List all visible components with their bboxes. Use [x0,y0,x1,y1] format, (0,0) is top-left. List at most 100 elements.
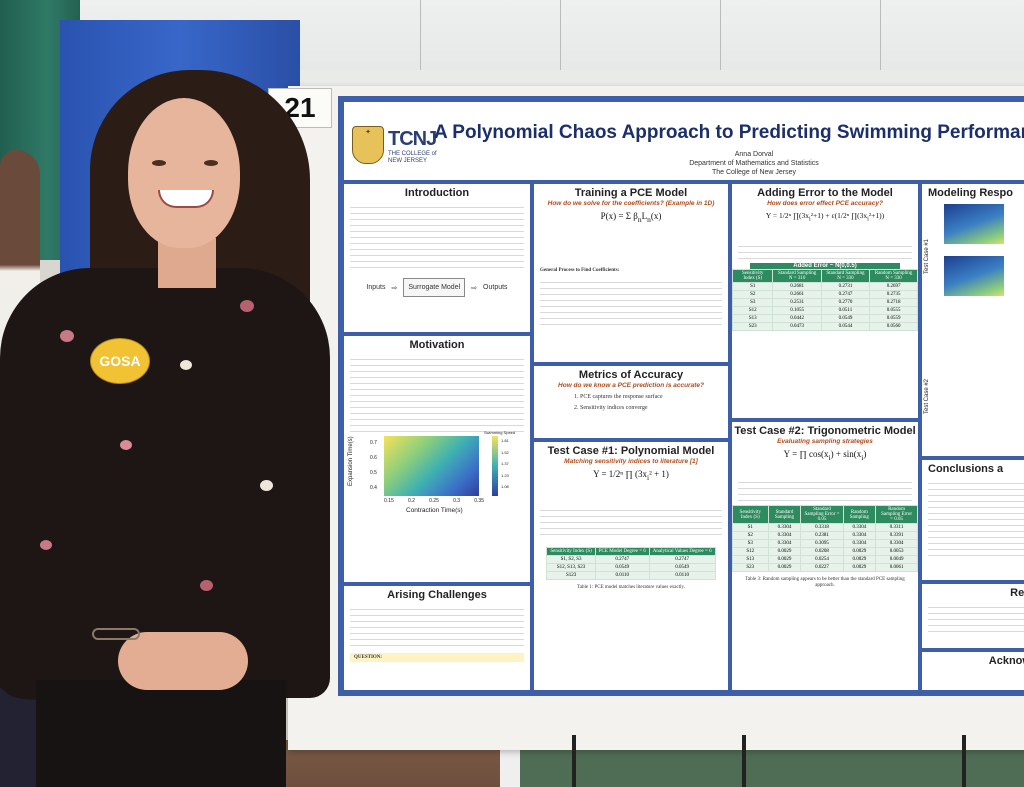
test1-equation: Y = 1/2ⁿ ∏ (3xi² + 1) [593,469,669,482]
table-cell: 0.0559 [869,314,918,323]
table-row: S1, S2, S3 0.2747 0.2747 [546,555,716,564]
flow-inputs: Inputs [366,284,386,291]
presenter-hands [118,632,248,690]
table-cell: 0.2531 [772,298,822,307]
adding-error-panel: Adding Error to the Model How does error… [732,184,918,418]
presenter-face [128,98,240,248]
test1-caption: Table 1: PCE model matches literature va… [577,585,685,590]
x-tick: 0.25 [429,498,439,504]
process-steps [540,277,722,327]
table-row: S12 0.0029 0.0208 0.0029 0.0053 [732,547,918,556]
table-cell: S2 [732,290,774,299]
table-cell: 0.3095 [800,539,844,548]
table-row: S1 0.2681 0.2731 0.2697 [732,282,918,291]
net-line [560,0,561,95]
test2-panel: Test Case #2: Trigonometric Model Evalua… [732,422,918,690]
table-header: Standard Sampling N = 310 [772,269,822,283]
modeling-test1-label: Test Case #1 [924,238,930,274]
test2-equation: Y = ∏ cos(xi) + sin(xi) [783,449,867,462]
table-row: S12 0.1055 0.0511 0.0555 [732,306,918,315]
table-cell: S13 [732,314,774,323]
logo-name: TCNJ [388,128,437,150]
test2-subheading: Evaluating sampling strategies [777,438,873,445]
y-tick: 0.7 [370,440,377,446]
introduction-heading: Introduction [404,187,470,199]
introduction-body [350,202,524,272]
table-row: S12, S13, S23 0.0549 0.0549 [546,563,716,572]
y-tick: 0.5 [370,470,377,476]
surrogate-flow: Inputs ⇨ Surrogate Model ⇨ Outputs [344,278,530,297]
table-cell: S123 [546,571,596,580]
blouse-flower [40,540,52,550]
presenter-eye [152,160,166,166]
table-cell: 0.0049 [875,555,918,564]
table-cell: 0.3311 [875,523,918,532]
table-cell: 0.0555 [869,306,918,315]
easel-leg [572,735,576,787]
institution: The College of New Jersey [711,169,797,176]
table-cell: 0.3304 [875,539,918,548]
colorbar-tick: 1.52 [501,449,509,455]
x-tick: 0.2 [407,498,415,504]
speed-heatmap [384,436,479,496]
colorbar-label: Swimming Speed [484,430,516,435]
error-equation: Y = 1/2ⁿ ∏(3xi²+1) + ε(1/2ⁿ ∏(3xi²+1)) [765,211,885,223]
blouse-flower [60,330,74,342]
training-panel: Training a PCE Model How do we solve for… [534,184,728,362]
acknowledgements-panel: Acknowl [922,652,1024,690]
flow-outputs: Outputs [483,284,508,291]
conclusions-body [928,478,1024,558]
bracelet [92,628,140,640]
poster-header: ✦ TCNJ THE COLLEGE of NEW JERSEY A Polyn… [344,102,1024,180]
research-poster: ✦ TCNJ THE COLLEGE of NEW JERSEY A Polyn… [338,96,1024,696]
table-cell: 0.2747 [820,290,871,299]
table-cell: 0.2770 [820,298,871,307]
table-cell: 0.0227 [800,563,844,572]
x-tick: 0.35 [474,498,484,504]
research-question: QUESTION: [350,653,524,662]
table-cell: 0.3304 [767,523,802,532]
table-cell: 0.0511 [820,306,871,315]
motivation-heading: Motivation [409,339,465,351]
process-title: General Process to Find Coefficients: [540,268,620,273]
colorbar-ticks: 1.81 1.52 1.37 1.23 1.08 [501,435,509,493]
author-name: Anna Dorval [734,151,774,158]
table-row: S123 0.0110 0.0110 [546,571,716,580]
easel-leg [962,735,966,787]
college-logo: TCNJ THE COLLEGE of NEW JERSEY [388,128,438,165]
blouse-flower [180,360,192,370]
error-table: Sensitivity Index (S) Standard Sampling … [732,269,918,331]
y-ticks: 0.7 0.6 0.5 0.4 [370,436,377,496]
metrics-list: 1. PCE captures the response surface 2. … [534,389,728,417]
test1-panel: Test Case #1: Polynomial Model Matching … [534,442,728,690]
table-cell: 0.0544 [820,322,871,331]
table-cell: 0.0061 [875,563,918,572]
motivation-panel: Motivation Swimming Speed 1.81 1.52 1.37… [344,336,530,582]
table-header: PCE Model Degree = 6 [594,547,650,556]
table-cell: 0.2661 [772,290,822,299]
metrics-heading: Metrics of Accuracy [578,369,684,381]
table-cell: 0.0442 [772,314,822,323]
table-cell: S3 [732,298,774,307]
table-row: S2 0.3304 0.2381 0.3304 0.3391 [732,531,918,540]
introduction-panel: Introduction Inputs ⇨ Surrogate Model ⇨ … [344,184,530,332]
table-cell: 0.2747 [648,555,716,564]
table-cell: 0.0473 [772,322,822,331]
table-cell: 0.3318 [800,523,844,532]
colorbar-tick: 1.81 [501,438,509,443]
table-header: Sensitivity Index (S) [546,547,596,556]
test2-note [738,477,912,501]
metrics-item: 1. PCE captures the response surface [574,394,663,400]
table-cell: 0.0560 [869,322,918,331]
net-line [880,0,881,95]
challenges-panel: Arising Challenges QUESTION: [344,586,530,690]
table-cell: 0.0029 [767,547,802,556]
x-ticks: 0.15 0.2 0.25 0.3 0.35 [384,498,484,504]
table-row: S3 0.3304 0.3095 0.3304 0.3304 [732,539,918,548]
table-cell: 0.1055 [772,306,822,315]
table-header: Sensitivity Index (S) [732,269,774,283]
modeling-heading: Modeling Respo [928,187,1013,199]
department: Department of Mathematics and Statistics [689,160,819,167]
references-body [928,602,1024,636]
test2-table: Sensitivity Index (S) Standard Sampling … [732,505,918,572]
